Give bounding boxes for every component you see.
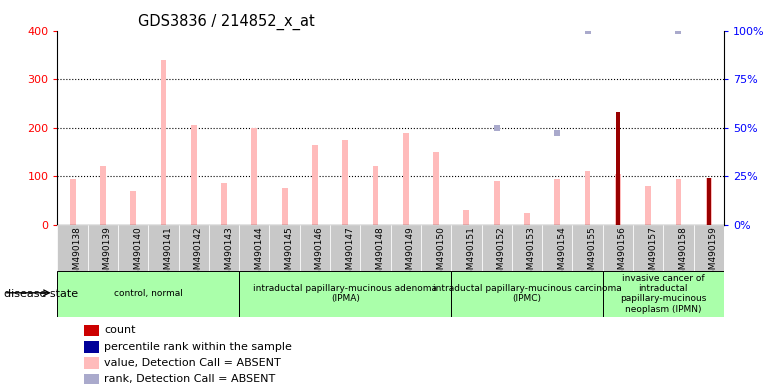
Bar — [209, 225, 239, 271]
Bar — [270, 225, 300, 271]
Text: GSM490151: GSM490151 — [466, 226, 476, 281]
Bar — [603, 225, 633, 271]
Text: percentile rank within the sample: percentile rank within the sample — [104, 342, 292, 352]
Bar — [282, 188, 287, 225]
Bar — [342, 140, 348, 225]
Bar — [615, 174, 620, 225]
Text: GSM490143: GSM490143 — [224, 226, 233, 281]
Text: value, Detection Call = ABSENT: value, Detection Call = ABSENT — [104, 358, 281, 368]
Bar — [57, 271, 239, 317]
Text: GSM490145: GSM490145 — [285, 226, 293, 281]
Bar — [118, 225, 149, 271]
Text: GSM490144: GSM490144 — [254, 226, 264, 281]
Bar — [130, 191, 136, 225]
Bar — [70, 179, 76, 225]
Text: GSM490138: GSM490138 — [73, 226, 82, 281]
Bar — [524, 212, 530, 225]
Text: GSM490155: GSM490155 — [588, 226, 597, 281]
Bar — [693, 225, 724, 271]
Text: GSM490141: GSM490141 — [163, 226, 172, 281]
Bar — [191, 125, 197, 225]
Bar — [603, 271, 724, 317]
Text: GSM490159: GSM490159 — [709, 226, 718, 281]
Bar — [221, 184, 227, 225]
Bar — [84, 357, 99, 369]
Bar — [555, 179, 560, 225]
Bar — [403, 132, 409, 225]
Bar — [463, 210, 470, 225]
Text: disease state: disease state — [4, 289, 78, 299]
Text: GSM490150: GSM490150 — [436, 226, 445, 281]
Text: GSM490154: GSM490154 — [558, 226, 566, 281]
Text: GSM490152: GSM490152 — [496, 226, 506, 281]
Bar — [616, 112, 620, 225]
Text: GSM490148: GSM490148 — [375, 226, 385, 281]
Bar — [330, 225, 360, 271]
Bar — [421, 225, 451, 271]
Text: control, normal: control, normal — [114, 289, 183, 298]
Bar — [434, 152, 439, 225]
Text: GSM490153: GSM490153 — [527, 226, 536, 281]
Text: GSM490156: GSM490156 — [618, 226, 627, 281]
Bar — [251, 128, 257, 225]
Text: GSM490149: GSM490149 — [406, 226, 415, 281]
Bar — [161, 60, 166, 225]
Text: GSM490146: GSM490146 — [315, 226, 324, 281]
Bar — [512, 225, 542, 271]
Bar — [372, 167, 378, 225]
Bar — [300, 225, 330, 271]
Bar — [572, 225, 603, 271]
Bar — [57, 225, 88, 271]
Text: intraductal papillary-mucinous carcinoma
(IPMC): intraductal papillary-mucinous carcinoma… — [433, 284, 621, 303]
Bar — [645, 186, 651, 225]
Bar — [542, 225, 572, 271]
Text: GSM490140: GSM490140 — [133, 226, 142, 281]
Bar — [705, 178, 712, 225]
Bar — [239, 271, 451, 317]
Bar — [391, 225, 421, 271]
Text: intraductal papillary-mucinous adenoma
(IPMA): intraductal papillary-mucinous adenoma (… — [254, 284, 437, 303]
Bar — [84, 324, 99, 336]
Text: GDS3836 / 214852_x_at: GDS3836 / 214852_x_at — [138, 13, 315, 30]
Bar — [312, 145, 318, 225]
Bar — [178, 225, 209, 271]
Bar — [84, 341, 99, 353]
Text: invasive cancer of
intraductal
papillary-mucinous
neoplasm (IPMN): invasive cancer of intraductal papillary… — [620, 274, 706, 314]
Text: count: count — [104, 326, 136, 336]
Text: GSM490139: GSM490139 — [103, 226, 112, 281]
Bar — [84, 374, 99, 384]
Bar — [482, 225, 512, 271]
Bar — [676, 179, 681, 225]
Bar — [494, 181, 499, 225]
Bar — [88, 225, 118, 271]
Text: GSM490142: GSM490142 — [194, 226, 203, 281]
Text: GSM490147: GSM490147 — [345, 226, 354, 281]
Text: GSM490158: GSM490158 — [679, 226, 687, 281]
Bar — [149, 225, 178, 271]
Bar — [239, 225, 270, 271]
Bar — [663, 225, 693, 271]
Text: rank, Detection Call = ABSENT: rank, Detection Call = ABSENT — [104, 374, 275, 384]
Bar — [633, 225, 663, 271]
Bar — [707, 178, 711, 225]
Text: GSM490157: GSM490157 — [648, 226, 657, 281]
Bar — [100, 167, 106, 225]
Bar — [451, 271, 603, 317]
Bar — [451, 225, 482, 271]
Bar — [584, 171, 591, 225]
Bar — [360, 225, 391, 271]
